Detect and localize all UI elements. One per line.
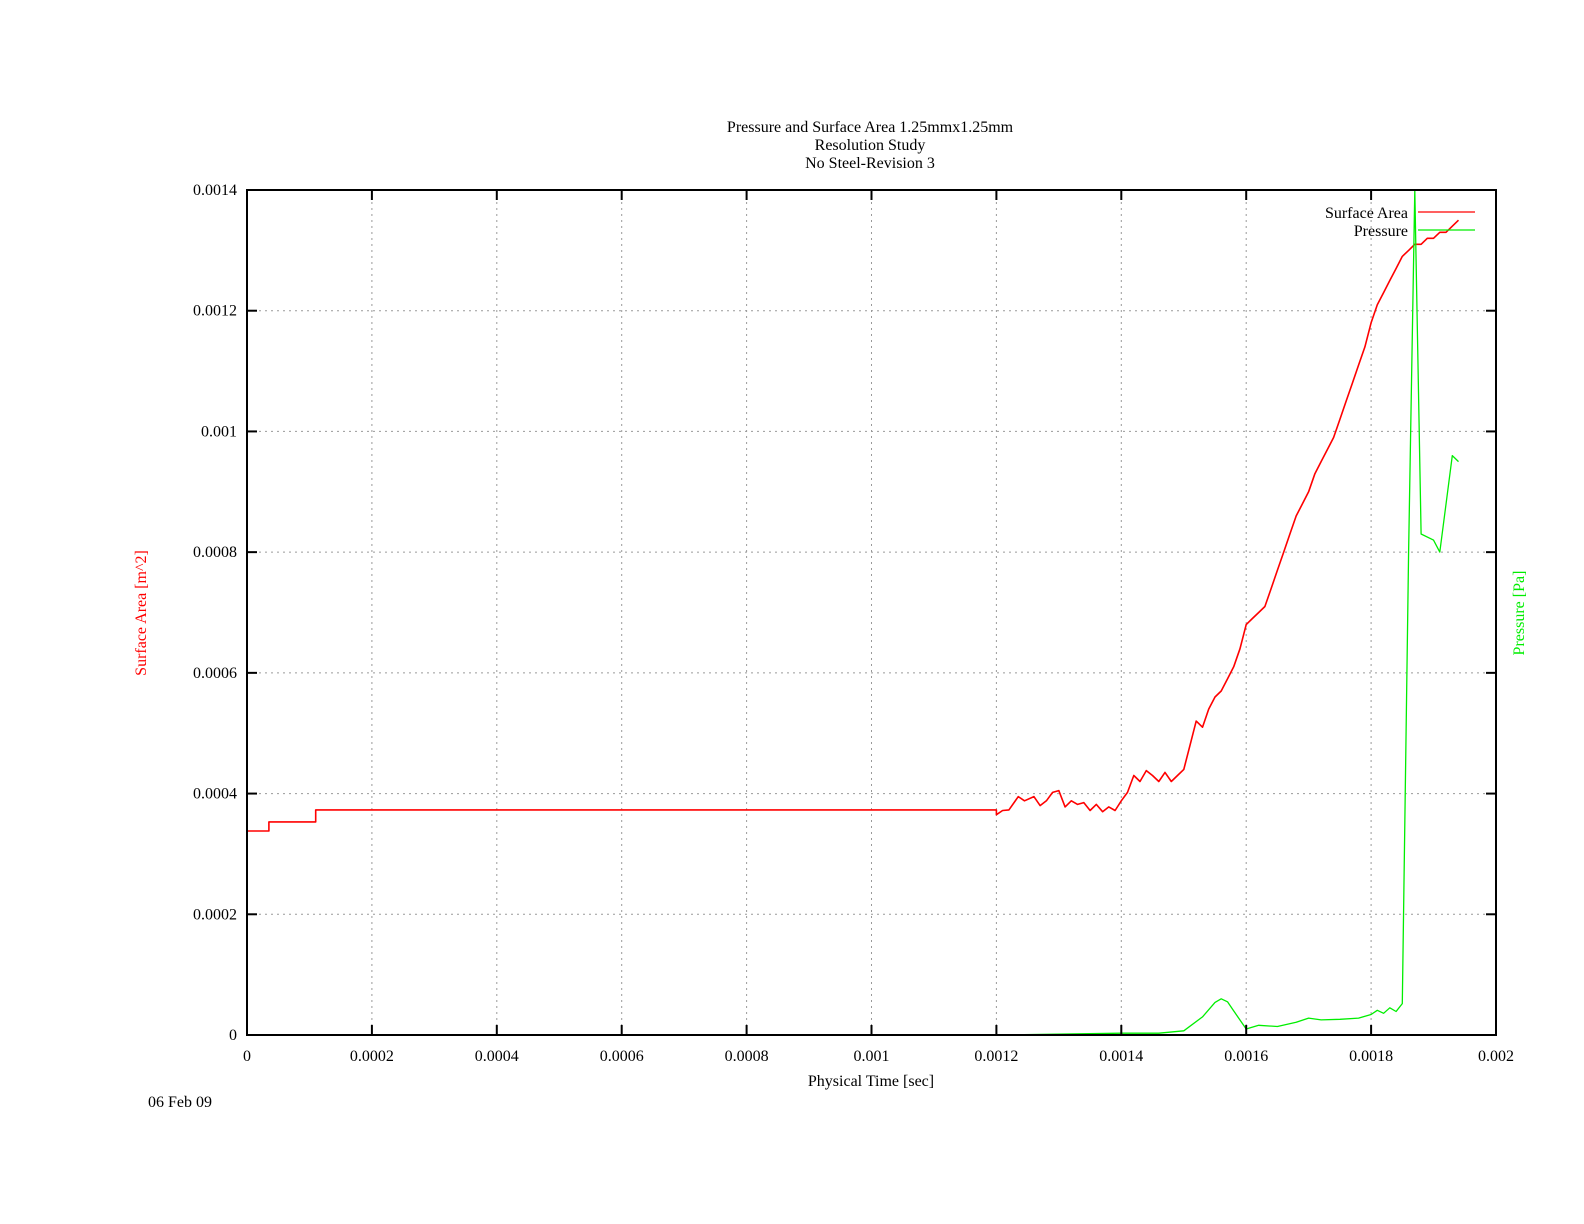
y-tick-label: 0.0008 bbox=[193, 544, 237, 561]
x-tick-label: 0.0006 bbox=[600, 1048, 644, 1065]
x-tick-label: 0.0004 bbox=[475, 1048, 519, 1065]
y-tick-label: 0.001 bbox=[201, 423, 237, 440]
series-line-pressure bbox=[247, 189, 1459, 1036]
x-tick-label: 0.0016 bbox=[1224, 1048, 1268, 1065]
date-stamp: 06 Feb 09 bbox=[148, 1094, 212, 1111]
grid bbox=[247, 190, 1496, 1035]
series-line-surface-area bbox=[247, 219, 1460, 832]
x-tick-label: 0.0014 bbox=[1099, 1048, 1143, 1065]
x-tick-label: 0.0018 bbox=[1349, 1048, 1393, 1065]
x-tick-label: 0.0008 bbox=[725, 1048, 769, 1065]
y2-axis-label: Pressure [Pa] bbox=[1511, 571, 1528, 656]
y-tick-label: 0.0006 bbox=[193, 665, 237, 682]
legend: Surface Area Pressure bbox=[1325, 205, 1475, 240]
x-tick-label: 0.001 bbox=[854, 1048, 890, 1065]
y-tick-label: 0.0002 bbox=[193, 906, 237, 923]
chart-title-line-2: Resolution Study bbox=[815, 137, 926, 154]
ticks: 0 0.0002 0.0004 0.0006 0.0008 0.001 0.0012 0.00… bbox=[193, 182, 1514, 1065]
x-axis-label: Physical Time [sec] bbox=[808, 1073, 934, 1090]
y-axis-label: Surface Area [m^2] bbox=[133, 550, 150, 676]
x-tick-label: 0.0002 bbox=[350, 1048, 394, 1065]
y-tick-label: 0.0014 bbox=[193, 182, 237, 199]
legend-label-surface-area: Surface Area bbox=[1325, 205, 1408, 222]
x-tick-label: 0.0012 bbox=[974, 1048, 1018, 1065]
series bbox=[247, 189, 1460, 1036]
chart-title-line-3: No Steel-Revision 3 bbox=[805, 155, 935, 172]
y-tick-label: 0.0004 bbox=[193, 786, 237, 803]
chart-title-line-1: Pressure and Surface Area 1.25mmx1.25mm bbox=[727, 119, 1014, 136]
y-tick-label: 0.0012 bbox=[193, 303, 237, 320]
x-tick-label: 0.002 bbox=[1478, 1048, 1514, 1065]
y-tick-label: 0 bbox=[229, 1027, 237, 1044]
x-tick-label: 0 bbox=[243, 1048, 251, 1065]
legend-label-pressure: Pressure bbox=[1354, 223, 1408, 240]
